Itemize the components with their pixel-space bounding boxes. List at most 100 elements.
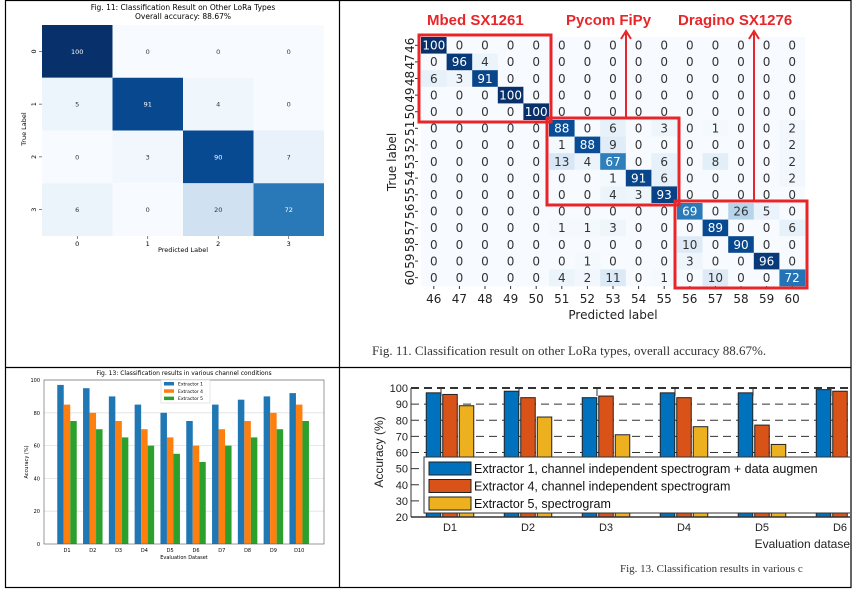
y-tick-label: 60 xyxy=(34,444,40,450)
cell-value: 91 xyxy=(144,101,152,109)
cell-value: 0 xyxy=(712,188,720,202)
heatmap-cell xyxy=(651,252,678,270)
cell-value: 0 xyxy=(635,88,643,102)
cell-value: 0 xyxy=(481,88,489,102)
x-tick-label: D3 xyxy=(599,522,613,534)
x-tick-label: D2 xyxy=(89,548,96,554)
cell-value: 0 xyxy=(609,205,617,219)
heatmap-cell xyxy=(625,203,652,220)
heatmap-cell xyxy=(625,186,652,204)
cell-value: 0 xyxy=(584,105,592,119)
x-tick-label: D6 xyxy=(192,548,199,554)
cell-value: 3 xyxy=(660,122,668,136)
x-tick-label: 53 xyxy=(605,292,620,306)
cell-value: 0 xyxy=(507,72,515,86)
heatmap-cell xyxy=(753,136,780,154)
heatmap-cell xyxy=(677,136,703,154)
cell-value: 0 xyxy=(532,171,540,185)
cell-value: 0 xyxy=(481,39,489,53)
cell-value: 0 xyxy=(763,221,771,235)
cell-value: 0 xyxy=(532,221,540,235)
cell-value: 0 xyxy=(558,88,566,102)
heatmap-cell xyxy=(446,203,473,220)
heatmap-cell xyxy=(779,236,806,254)
cell-value: 0 xyxy=(635,271,643,285)
bar xyxy=(141,429,148,544)
cell-value: 91 xyxy=(477,72,492,86)
cell-value: 0 xyxy=(507,254,515,268)
heatmap-cell xyxy=(753,120,780,137)
bar xyxy=(212,404,219,544)
bar xyxy=(186,421,193,544)
cell-value: 0 xyxy=(507,238,515,252)
cell-value: 0 xyxy=(737,155,745,169)
cell-value: 0 xyxy=(456,105,464,119)
heatmap-cell xyxy=(549,136,575,154)
bar xyxy=(199,462,206,544)
cell-value: 0 xyxy=(788,39,796,53)
y-tick-label: 20 xyxy=(34,509,40,515)
heatmap-cell xyxy=(574,103,601,121)
cell-value: 0 xyxy=(609,254,617,268)
heatmap-cell xyxy=(497,136,524,154)
y-tick-label: 2 xyxy=(30,155,38,159)
cell-value: 0 xyxy=(609,55,617,69)
cell-value: 100 xyxy=(422,39,445,53)
cell-value: 3 xyxy=(146,153,150,161)
heatmap-cell xyxy=(779,269,806,287)
cell-value: 0 xyxy=(456,155,464,169)
cell-value: 0 xyxy=(763,72,771,86)
heatmap-cell xyxy=(497,203,524,220)
heatmap-cell xyxy=(421,120,447,137)
cell-value: 0 xyxy=(737,188,745,202)
heatmap-cell xyxy=(677,252,703,270)
heatmap-cell xyxy=(497,186,524,204)
heatmap-cell xyxy=(497,169,524,187)
cell-value: 0 xyxy=(712,39,720,53)
heatmap-cell xyxy=(625,70,652,88)
heatmap-cell xyxy=(549,86,575,104)
heatmap-cell xyxy=(600,37,627,54)
x-tick-label: D4 xyxy=(677,522,691,534)
heatmap-cell xyxy=(472,53,499,71)
cell-value: 0 xyxy=(507,221,515,235)
heatmap-cell xyxy=(600,269,627,287)
heatmap-cell xyxy=(421,203,447,220)
cell-value: 1 xyxy=(712,122,720,136)
bar xyxy=(289,393,296,544)
cell-value: 90 xyxy=(214,153,222,161)
cell-value: 0 xyxy=(660,138,668,152)
cell-value: 88 xyxy=(580,138,595,152)
heatmap-cell xyxy=(472,252,499,270)
legend-swatch xyxy=(428,479,472,493)
heatmap-cell xyxy=(779,103,806,121)
y-tick-label: 59 xyxy=(403,253,417,268)
heatmap-cell xyxy=(421,70,447,88)
cell-value: 0 xyxy=(763,238,771,252)
heatmap-cell xyxy=(472,136,499,154)
bar xyxy=(63,404,71,544)
heatmap-cell xyxy=(677,169,703,187)
cell-value: 100 xyxy=(71,48,83,56)
cell-value: 0 xyxy=(507,171,515,185)
cell-value: 0 xyxy=(763,122,771,136)
heatmap-cell xyxy=(753,252,780,270)
cell-value: 0 xyxy=(609,88,617,102)
cell-value: 0 xyxy=(660,72,668,86)
bar xyxy=(244,421,251,544)
y-tick-label: 40 xyxy=(34,476,40,482)
cell-value: 1 xyxy=(584,254,592,268)
cell-value: 0 xyxy=(609,39,617,53)
heatmap-cell xyxy=(728,252,755,270)
heatmap-cell xyxy=(574,136,601,154)
heatmap-cell xyxy=(574,120,601,137)
cell-value: 2 xyxy=(788,155,796,169)
heatmap-cell xyxy=(421,186,447,204)
heatmap-cell xyxy=(625,252,652,270)
cell-value: 0 xyxy=(788,72,796,86)
y-tick-label: 30 xyxy=(396,496,408,508)
cell-value: 0 xyxy=(763,188,771,202)
cell-value: 2 xyxy=(788,122,796,136)
panel-heatmap-paper: 100 0 0 0 0 0 0 0 0 0 0 0 0 0 00 96 4 0 0 0 0 0 0 0 0 0 0 0 06 3 91 0 0 0… xyxy=(372,12,809,358)
cell-value: 0 xyxy=(712,105,720,119)
